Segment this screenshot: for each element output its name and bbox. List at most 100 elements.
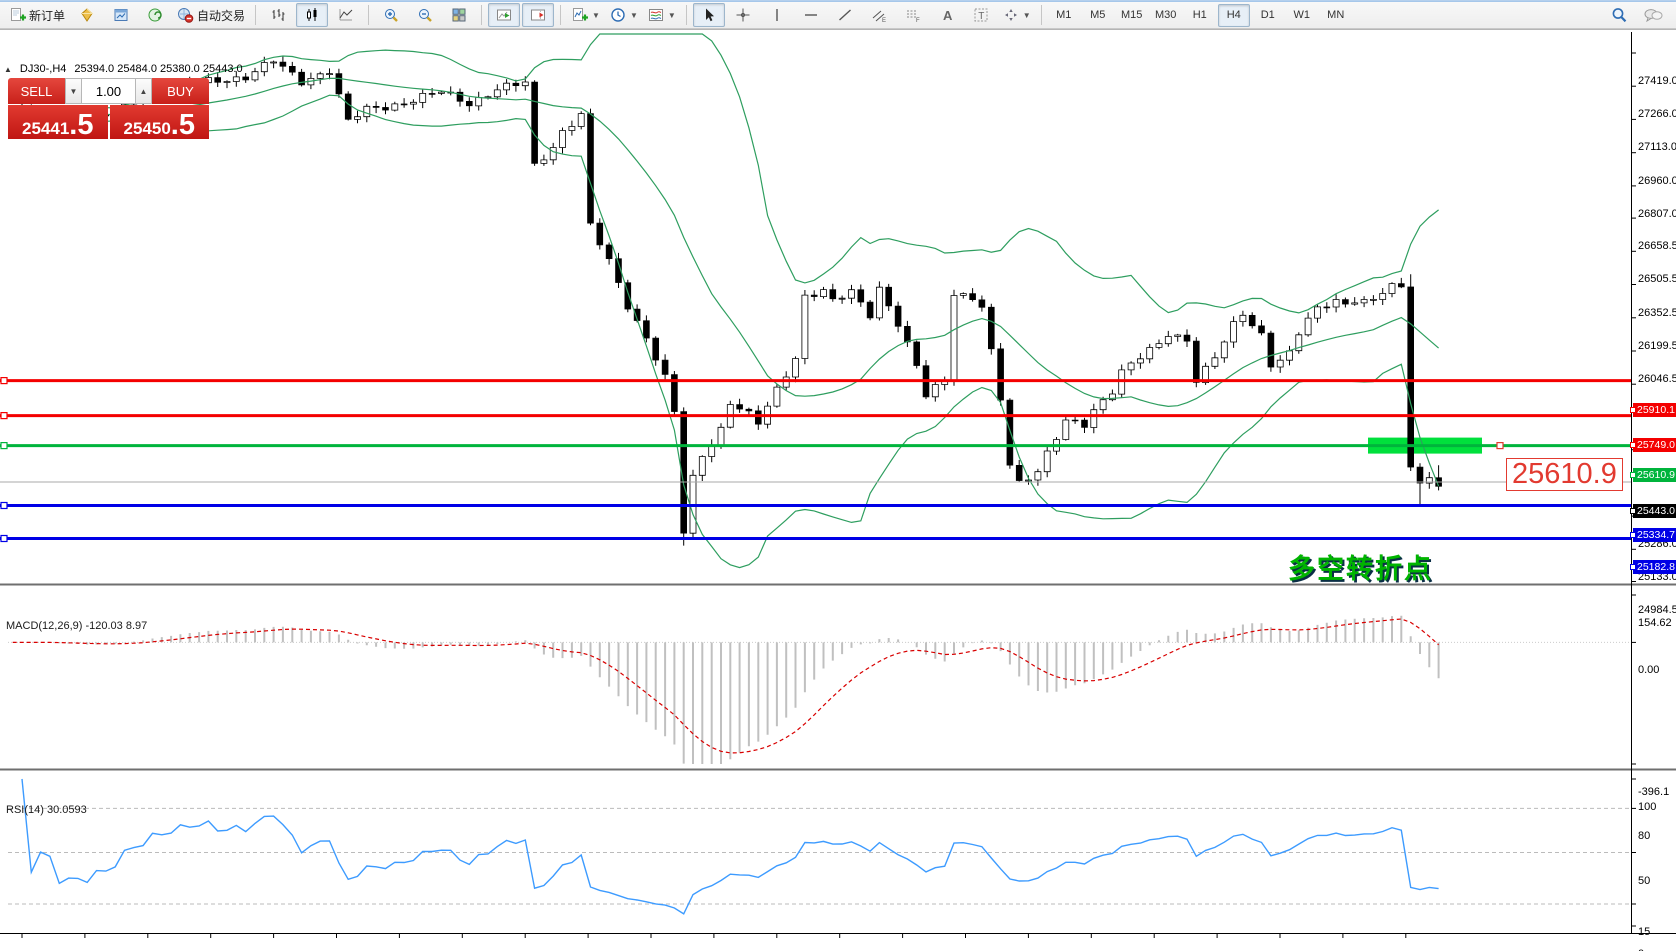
sell-price-frac: .5 xyxy=(69,108,94,141)
svg-text:F: F xyxy=(916,18,920,23)
timeframe-d1-button[interactable]: D1 xyxy=(1260,9,1275,21)
tile-windows-icon xyxy=(451,7,467,23)
layouts-button[interactable] xyxy=(71,3,103,27)
label-button[interactable]: T xyxy=(965,3,997,27)
toolbar-separator xyxy=(560,5,562,25)
zoom-out-icon xyxy=(417,7,433,23)
new-chart-button[interactable] xyxy=(105,3,137,27)
tile-windows-button[interactable] xyxy=(443,3,475,27)
timeframe-mn-button[interactable]: MN xyxy=(1327,9,1345,21)
toolbar-separator xyxy=(1040,5,1042,25)
sell-price-box[interactable]: 25441 .5 xyxy=(8,105,108,139)
shapes-button[interactable]: ▼ xyxy=(999,3,1035,27)
price-tick-label: 27419.0 xyxy=(1638,75,1676,87)
dropdown-arrow-icon[interactable]: ▼ xyxy=(592,10,600,20)
chart-window: ▲ DJ30-,H4 25394.0 25484.0 25380.0 25443… xyxy=(0,29,1676,951)
buy-price-box[interactable]: 25450 .5 xyxy=(109,105,209,139)
rsi-tick-label: 50 xyxy=(1638,874,1651,887)
colors-icon xyxy=(648,7,664,23)
periods-button[interactable]: ▼ xyxy=(606,3,642,27)
chart-candles-button[interactable] xyxy=(296,3,329,27)
level-handle[interactable] xyxy=(0,412,8,420)
rsi-tick-label: 80 xyxy=(1638,830,1651,843)
pivot-price-callout[interactable]: 25610.9 xyxy=(1506,457,1623,491)
autotrading-button[interactable]: 自动交易 xyxy=(173,3,249,27)
toolbar-group: 新订单 自动交易 xyxy=(4,2,250,28)
macd-tick-label: 154.62 xyxy=(1638,617,1672,629)
new-order-button-label: 新订单 xyxy=(29,8,66,23)
symbol-info-line: ▲ DJ30-,H4 25394.0 25484.0 25380.0 25443… xyxy=(4,63,243,75)
trendline-button[interactable] xyxy=(829,3,861,27)
buy-button[interactable]: BUY xyxy=(152,78,209,104)
svg-text:T: T xyxy=(978,11,984,22)
timeframe-group: M1 M5 M15 M30 H1 H4 D1 W1 MN xyxy=(1047,2,1353,28)
dropdown-arrow-icon[interactable]: ▼ xyxy=(1022,10,1031,20)
tab-handle[interactable] xyxy=(1630,531,1636,538)
signals-button[interactable] xyxy=(139,3,171,27)
label-anchor-handle[interactable] xyxy=(1496,442,1504,450)
tab-handle[interactable] xyxy=(1630,406,1636,413)
tab-handle[interactable] xyxy=(1630,471,1636,478)
hline-button[interactable] xyxy=(795,3,827,27)
crosshair-button[interactable] xyxy=(727,3,759,27)
pivot-annotation-text[interactable]: 多空转折点 xyxy=(1288,554,1433,584)
chart-line-icon xyxy=(338,7,354,23)
zoom-in-button[interactable] xyxy=(375,3,407,27)
chart-shift-button[interactable] xyxy=(522,3,555,27)
price-tick-label: 26199.5 xyxy=(1638,339,1676,352)
timeframe-h1-button[interactable]: H1 xyxy=(1192,9,1207,21)
volume-input[interactable]: 1.00 xyxy=(82,78,135,104)
level-handle[interactable] xyxy=(0,442,8,450)
toolbar-group xyxy=(487,2,555,28)
search-button[interactable] xyxy=(1603,3,1635,27)
rsi-indicator-label: RSI(14) 30.0593 xyxy=(6,804,87,816)
chart-candles-icon xyxy=(304,7,320,23)
timeframe-w1-button[interactable]: W1 xyxy=(1293,9,1310,21)
auto-scroll-button[interactable] xyxy=(488,3,521,27)
level-handle[interactable] xyxy=(0,534,8,543)
toolbar-separator xyxy=(368,5,370,25)
fibonacci-button[interactable]: F xyxy=(897,3,929,27)
tab-handle[interactable] xyxy=(1630,564,1636,571)
tab-handle[interactable] xyxy=(1630,508,1636,514)
price-tick-label: 27113.0 xyxy=(1638,141,1676,154)
vline-icon xyxy=(769,7,785,23)
new-chart-icon xyxy=(113,7,129,23)
timeframe-m1-button[interactable]: M1 xyxy=(1056,9,1072,21)
sell-button[interactable]: SELL xyxy=(8,78,65,104)
dropdown-arrow-icon[interactable]: ▼ xyxy=(629,10,638,20)
chat-button[interactable] xyxy=(1637,3,1669,27)
dropdown-arrow-icon[interactable]: ▼ xyxy=(667,10,676,20)
chart-bars-button[interactable] xyxy=(262,3,294,27)
price-level-tag: 25334.7 xyxy=(1630,527,1676,542)
indicators-button[interactable]: ▼ xyxy=(567,3,604,27)
timeframe-m5-button[interactable]: M5 xyxy=(1090,9,1106,21)
price-level-tag: 25610.9 xyxy=(1630,467,1676,482)
new-order-button[interactable]: 新订单 xyxy=(5,3,69,27)
timeframe-m30-button[interactable]: M30 xyxy=(1155,9,1177,21)
panel-collapse-icon[interactable]: ▲ xyxy=(4,64,12,74)
chart-line-button[interactable] xyxy=(330,3,362,27)
timeframe-m15-button[interactable]: M15 xyxy=(1121,9,1143,21)
macd-indicator-label: MACD(12,26,9) -120.03 8.97 xyxy=(6,620,148,632)
cursor-button[interactable] xyxy=(692,3,725,27)
toolbar-group: E F A T ▼ xyxy=(692,2,1036,28)
colors-button[interactable]: ▼ xyxy=(644,3,680,27)
volume-increase-button[interactable]: ▲ xyxy=(135,78,152,104)
signals-icon xyxy=(147,7,163,23)
zoom-out-button[interactable] xyxy=(409,3,441,27)
chart-bars-icon xyxy=(270,7,286,23)
level-handle[interactable] xyxy=(0,501,8,510)
volume-decrease-button[interactable]: ▼ xyxy=(65,78,82,104)
fibonacci-icon: F xyxy=(905,7,921,23)
tab-handle[interactable] xyxy=(1630,441,1636,448)
level-handle[interactable] xyxy=(0,377,8,385)
timeframe-h4-button[interactable]: H4 xyxy=(1217,3,1250,27)
main-toolbar: 新订单 自动交易 ▼ ▼ ▼ E F A T ▼ M1 M5 M15 M30 H1 H4 D1 W1 MN xyxy=(0,2,1676,29)
rsi-tick-label: 15 xyxy=(1638,925,1651,938)
price-tick-label: 26960.0 xyxy=(1638,174,1676,187)
channel-button[interactable]: E xyxy=(863,3,895,27)
vline-button[interactable] xyxy=(761,3,793,27)
text-button[interactable]: A xyxy=(931,3,963,27)
